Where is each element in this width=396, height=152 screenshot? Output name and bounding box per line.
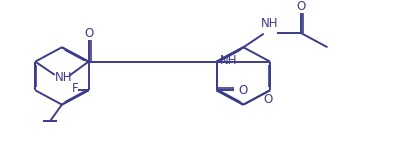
- Text: F: F: [72, 82, 79, 95]
- Text: NH: NH: [220, 54, 237, 67]
- Text: O: O: [263, 93, 273, 106]
- Text: NH: NH: [55, 71, 72, 84]
- Text: O: O: [296, 0, 305, 13]
- Text: NH: NH: [261, 17, 279, 30]
- Text: O: O: [238, 84, 248, 97]
- Text: O: O: [84, 27, 93, 40]
